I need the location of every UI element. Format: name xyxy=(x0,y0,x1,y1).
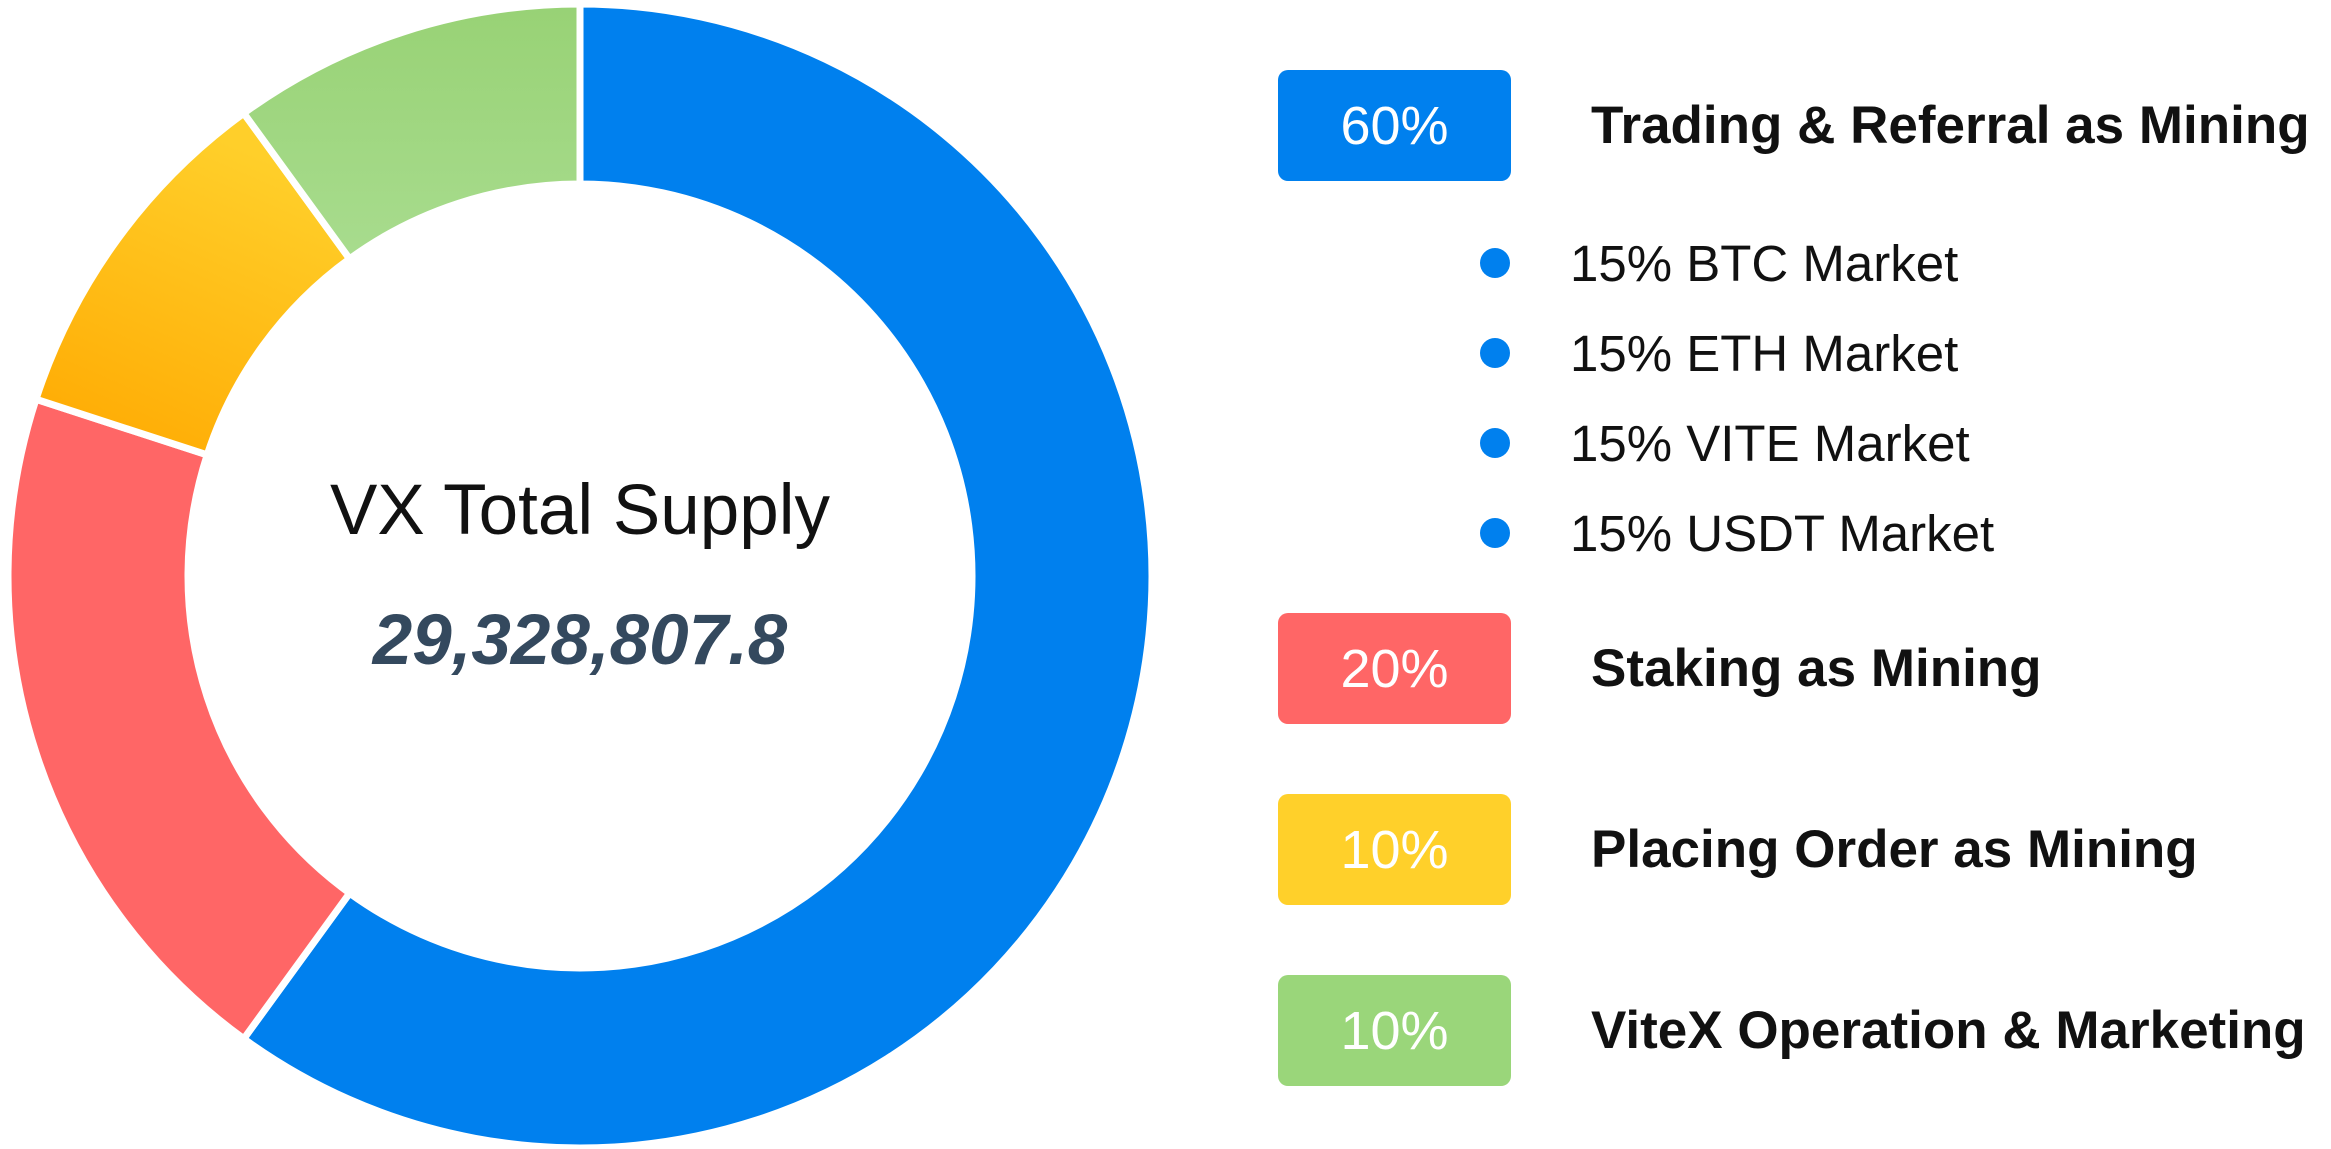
sub-item-btc: 15% BTC Market xyxy=(1480,228,1958,298)
donut-chart xyxy=(4,0,1156,1149)
sub-item-usdt: 15% USDT Market xyxy=(1480,498,1994,568)
legend-label-operation: ViteX Operation & Marketing xyxy=(1591,1001,2306,1060)
legend-badge-placing-order: 10% xyxy=(1278,794,1511,905)
sub-item-vite: 15% VITE Market xyxy=(1480,408,1970,478)
slice-operation xyxy=(238,0,584,264)
slice-staking xyxy=(4,394,355,1044)
bullet-dot xyxy=(1480,518,1510,548)
legend-label-staking: Staking as Mining xyxy=(1591,639,2042,698)
legend-item-staking: 20% Staking as Mining xyxy=(1278,613,2042,724)
chart-center-value: 29,328,807.8 xyxy=(372,601,788,680)
bullet-dot xyxy=(1480,248,1510,278)
slice-trading xyxy=(238,0,1156,1149)
legend-badge-operation: 10% xyxy=(1278,975,1511,1086)
legend-badge-staking: 20% xyxy=(1278,613,1511,724)
bullet-dot xyxy=(1480,428,1510,458)
legend-item-operation: 10% ViteX Operation & Marketing xyxy=(1278,975,2306,1086)
sub-item-eth: 15% ETH Market xyxy=(1480,318,1958,388)
chart-center-title: VX Total Supply xyxy=(330,471,830,550)
legend-item-trading: 60% Trading & Referral as Mining xyxy=(1278,70,2310,181)
sub-item-label-btc: 15% BTC Market xyxy=(1570,234,1959,292)
sub-item-label-eth: 15% ETH Market xyxy=(1570,324,1959,382)
legend-label-placing-order: Placing Order as Mining xyxy=(1591,820,2198,879)
sub-item-label-vite: 15% VITE Market xyxy=(1570,414,1970,472)
legend-item-placing-order: 10% Placing Order as Mining xyxy=(1278,794,2198,905)
legend-badge-trading: 60% xyxy=(1278,70,1511,181)
legend-label-trading: Trading & Referral as Mining xyxy=(1591,96,2310,155)
sub-item-label-usdt: 15% USDT Market xyxy=(1570,504,1995,562)
bullet-dot xyxy=(1480,338,1510,368)
